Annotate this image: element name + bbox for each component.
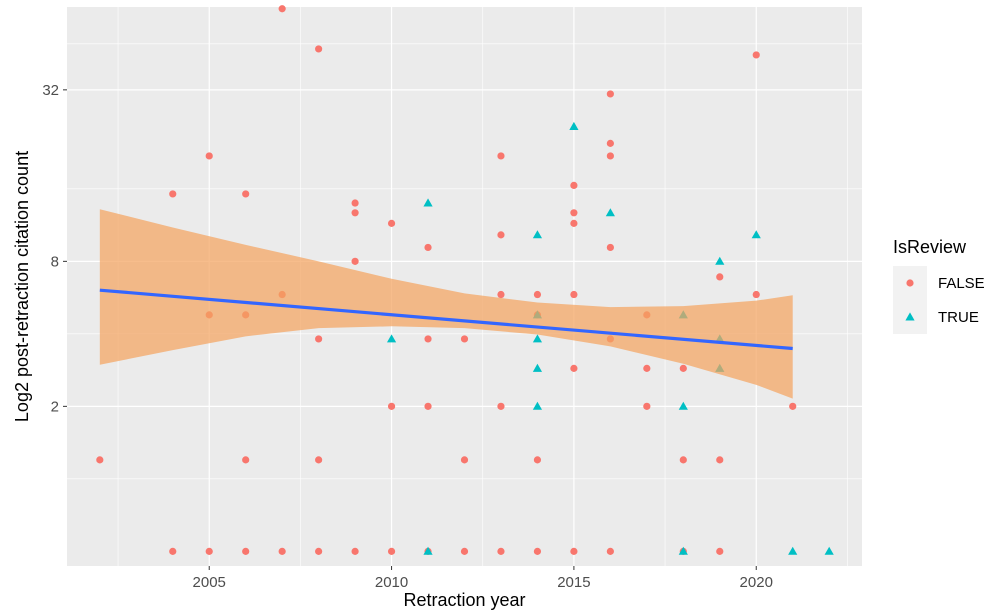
point-false (752, 290, 760, 299)
confidence-band (99, 209, 793, 399)
point-false (716, 547, 724, 555)
point-false (205, 152, 213, 160)
point-false (424, 335, 432, 343)
point-false (351, 257, 359, 265)
point-false (351, 547, 359, 555)
point-false (606, 547, 614, 555)
point-true (532, 230, 543, 239)
point-false (242, 190, 250, 198)
point-true (569, 121, 579, 130)
point-false (387, 547, 396, 555)
point-false (460, 547, 469, 555)
confidence-ribbon (99, 209, 793, 399)
point-false (643, 364, 651, 372)
point-false (497, 402, 505, 410)
point-false (424, 243, 432, 252)
point-false (789, 402, 797, 410)
legend-key-circle (906, 279, 914, 287)
point-true (532, 363, 543, 372)
y-axis-title: Log2 post-retraction citation count (12, 151, 32, 422)
legend-title: IsReview (893, 237, 967, 257)
trend-line-layer (99, 288, 793, 351)
point-false (716, 273, 724, 281)
point-false (315, 456, 323, 464)
point-false (497, 290, 505, 299)
x-tick-label: 2015 (557, 574, 590, 591)
point-false (460, 335, 469, 343)
point-true (386, 334, 397, 343)
x-axis-ticks: 2005 2010 2015 2020 (193, 566, 773, 591)
point-false (643, 402, 651, 410)
x-tick-label: 2005 (193, 574, 226, 591)
x-axis-title: Retraction year (403, 590, 525, 610)
point-false (533, 547, 542, 555)
x-tick-label: 2020 (740, 574, 773, 591)
point-false (570, 547, 578, 555)
point-false (460, 456, 469, 464)
point-true (751, 230, 761, 239)
point-true (824, 546, 834, 555)
point-true (788, 546, 798, 555)
point-false (351, 209, 359, 217)
point-false (716, 456, 724, 464)
point-true (423, 546, 433, 555)
point-false (169, 547, 177, 555)
point-false (387, 219, 396, 227)
point-true (532, 334, 543, 343)
point-false (752, 51, 760, 59)
y-tick-label: 2 (51, 398, 59, 415)
point-false (169, 190, 177, 198)
legend-label: FALSE (938, 275, 985, 292)
point-false (533, 290, 542, 299)
point-false (205, 547, 213, 555)
point-false (96, 456, 104, 464)
point-true (678, 401, 688, 410)
point-false (533, 456, 542, 464)
point-false (497, 152, 505, 160)
point-false (242, 456, 250, 464)
point-false (606, 90, 614, 98)
point-false (497, 547, 505, 555)
point-false (242, 547, 250, 555)
point-false (606, 243, 614, 252)
point-false (278, 547, 286, 555)
y-axis-ticks: 2 8 32 (42, 82, 67, 415)
point-false (606, 139, 614, 147)
legend-label: TRUE (938, 309, 979, 326)
point-false (424, 402, 432, 410)
point-false (570, 219, 578, 227)
legend-key-triangle (905, 312, 915, 321)
point-false (570, 364, 578, 372)
point-true (605, 208, 615, 217)
x-tick-label: 2010 (375, 574, 408, 591)
point-false (315, 547, 323, 555)
point-true (423, 198, 433, 207)
trend-line (99, 288, 793, 351)
point-false (387, 402, 396, 410)
point-false (679, 364, 687, 372)
point-false (570, 181, 578, 190)
point-false (315, 45, 323, 53)
point-false (606, 152, 614, 160)
point-false (278, 5, 286, 13)
point-true (715, 256, 725, 265)
point-false (570, 209, 578, 217)
y-tick-label: 32 (42, 82, 59, 99)
point-false (679, 456, 687, 464)
legend: IsReview FALSE TRUE (893, 237, 985, 334)
point-true (532, 401, 543, 410)
point-false (315, 335, 323, 343)
point-false (351, 199, 359, 207)
y-tick-label: 8 (51, 253, 59, 270)
point-false (570, 290, 578, 299)
point-true (678, 546, 688, 555)
point-false (497, 231, 505, 239)
